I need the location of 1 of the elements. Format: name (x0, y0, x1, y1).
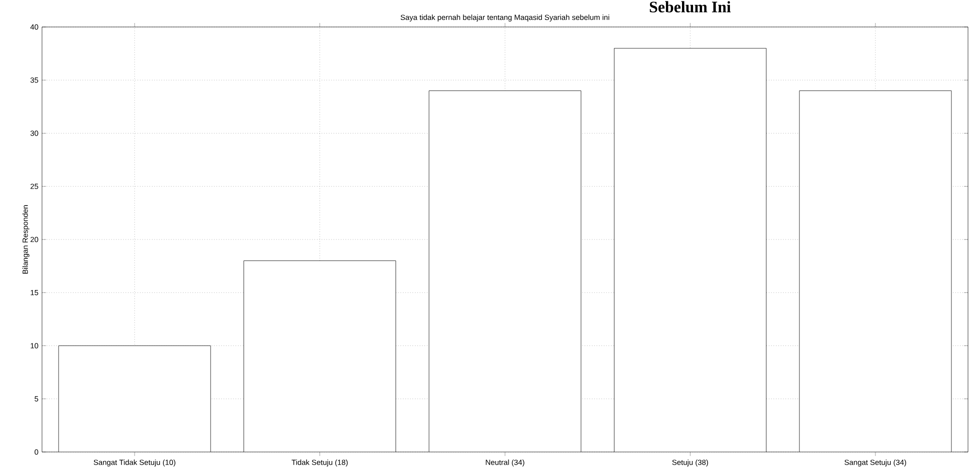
text: Sebelum Ini (650, 1, 731, 12)
